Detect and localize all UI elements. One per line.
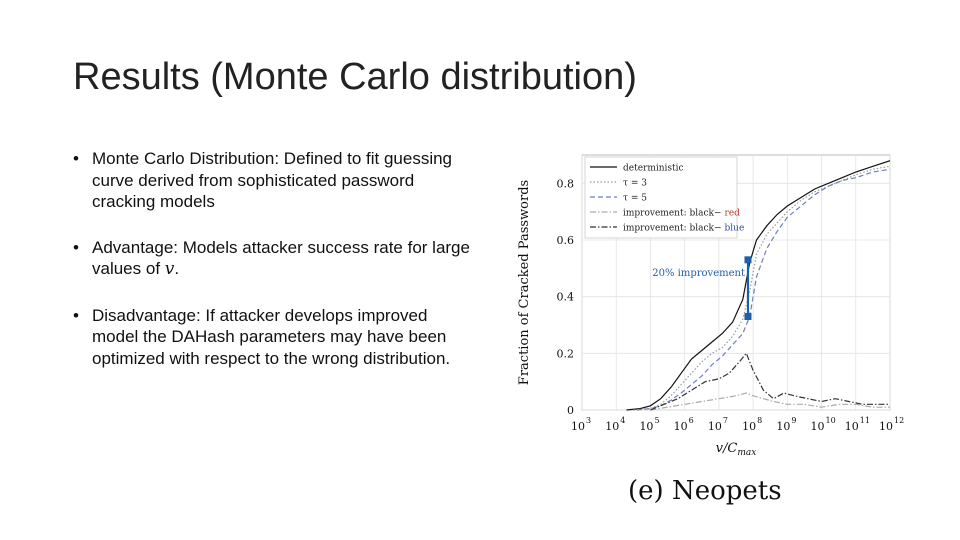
x-tick-label: 10: [708, 420, 722, 433]
x-tick-label: 10: [879, 420, 893, 433]
line-chart: 10 3 10 4 10 5 10 6 10 7 10 8 10 9 10 10 10 11 10 1200.20.4…: [517, 154, 904, 458]
bullet-advantage: Advantage: Models attacker success rate …: [73, 237, 473, 281]
y-tick-label: 0: [567, 404, 574, 417]
annotation-label: 20% improvement: [652, 268, 745, 279]
annotation-marker-top: [744, 256, 752, 264]
series-line-0: [626, 160, 891, 411]
legend-label: τ = 3: [623, 179, 647, 189]
bullet-text: Monte Carlo Distribution: Defined to fit…: [92, 149, 453, 211]
bullet-disadvantage: Disadvantage: If attacker develops impro…: [73, 305, 473, 370]
x-tick-label: 10: [742, 420, 756, 433]
x-tick-exponent: 5: [654, 416, 659, 425]
slide-title: Results (Monte Carlo distribution): [73, 56, 637, 98]
y-tick-label: 0.4: [557, 291, 575, 304]
series-line-3: [650, 392, 890, 411]
legend-label: improvement: black− red: [623, 209, 740, 219]
legend-label: τ = 5: [623, 194, 647, 204]
x-tick-exponent: 8: [757, 416, 762, 425]
x-tick-label: 10: [571, 420, 585, 433]
legend-label: deterministic: [623, 164, 684, 174]
x-tick-exponent: 9: [791, 416, 796, 425]
x-axis-label: v/Cmax: [716, 441, 757, 458]
x-tick-label: 10: [845, 420, 859, 433]
y-axis-label: Fraction of Cracked Passwords: [517, 180, 532, 385]
y-tick-label: 0.6: [557, 234, 575, 247]
x-tick-exponent: 3: [586, 416, 591, 425]
legend-label: improvement: black− blue: [623, 224, 744, 234]
x-tick-label: 10: [811, 420, 825, 433]
x-tick-exponent: 10: [826, 416, 836, 425]
x-tick-label: 10: [605, 420, 619, 433]
bullet-monte-carlo: Monte Carlo Distribution: Defined to fit…: [73, 148, 473, 213]
annotation-marker-bottom: [744, 313, 752, 320]
x-tick-exponent: 4: [620, 416, 625, 425]
bullet-suffix: .: [174, 259, 180, 278]
bullet-list: Monte Carlo Distribution: Defined to fit…: [73, 148, 473, 393]
x-tick-exponent: 12: [894, 416, 904, 425]
bullet-text: Disadvantage: If attacker develops impro…: [92, 305, 451, 368]
y-tick-label: 0.2: [557, 347, 575, 360]
bullet-text: Advantage: Models attacker success rate …: [92, 237, 470, 279]
x-tick-exponent: 11: [860, 416, 870, 425]
x-tick-label: 10: [776, 420, 790, 433]
y-tick-label: 0.8: [557, 177, 575, 190]
series-line-4: [650, 352, 890, 411]
x-tick-label: 10: [674, 420, 688, 433]
x-tick-label: 10: [639, 420, 653, 433]
figure-caption: (e) Neopets: [628, 476, 782, 506]
math-variable: v: [164, 259, 175, 279]
x-tick-exponent: 7: [723, 416, 728, 425]
x-tick-exponent: 6: [689, 416, 694, 425]
